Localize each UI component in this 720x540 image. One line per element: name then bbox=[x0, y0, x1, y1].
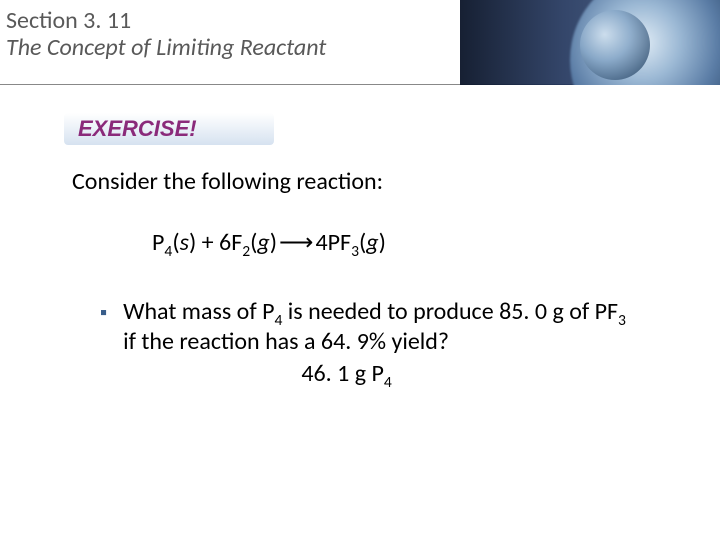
question-mid: is needed to produce 85. 0 g of PF bbox=[282, 297, 618, 326]
question-wrapper: What mass of P4 is needed to produce 85.… bbox=[123, 297, 630, 388]
answer-text: 46. 1 g P4 bbox=[63, 359, 630, 388]
reactant1-sub: 4 bbox=[164, 242, 172, 261]
question-sub2: 3 bbox=[618, 311, 626, 330]
reactant2-sub: 2 bbox=[242, 242, 250, 261]
question-post: if the reaction has a 64. 9% yield? bbox=[123, 327, 449, 356]
question-text: What mass of P4 is needed to produce 85.… bbox=[123, 297, 630, 357]
reactant1-symbol: P bbox=[152, 228, 164, 257]
plus-sign: + bbox=[196, 228, 219, 257]
reactant2-state: g bbox=[257, 228, 269, 257]
question-pre: What mass of P bbox=[123, 297, 274, 326]
product-state: g bbox=[366, 228, 378, 257]
reactant2-symbol: F bbox=[231, 228, 242, 257]
slide-header: Section 3. 11 The Concept of Limiting Re… bbox=[0, 0, 720, 85]
answer-value: 46. 1 g P bbox=[301, 359, 384, 388]
chemical-equation: P4(s) + 6F2(g)⟶4PF3(g) bbox=[152, 228, 660, 257]
answer-sub: 4 bbox=[384, 373, 392, 392]
reactant1-state: s bbox=[180, 228, 189, 257]
reactant2-coeff: 6 bbox=[219, 228, 231, 257]
exercise-label: EXERCISE! bbox=[78, 116, 197, 142]
intro-text: Consider the following reaction: bbox=[72, 167, 660, 196]
slide-body: Consider the following reaction: P4(s) +… bbox=[0, 145, 720, 388]
exercise-banner: EXERCISE! bbox=[64, 113, 274, 145]
product-sub: 3 bbox=[351, 242, 359, 261]
bullet-icon: ▪ bbox=[100, 301, 107, 325]
product-symbol: PF bbox=[328, 228, 351, 257]
product-coeff: 4 bbox=[315, 228, 327, 257]
header-decorative-image bbox=[460, 0, 720, 85]
reaction-arrow: ⟶ bbox=[277, 228, 315, 257]
question-block: ▪ What mass of P4 is needed to produce 8… bbox=[100, 297, 660, 388]
